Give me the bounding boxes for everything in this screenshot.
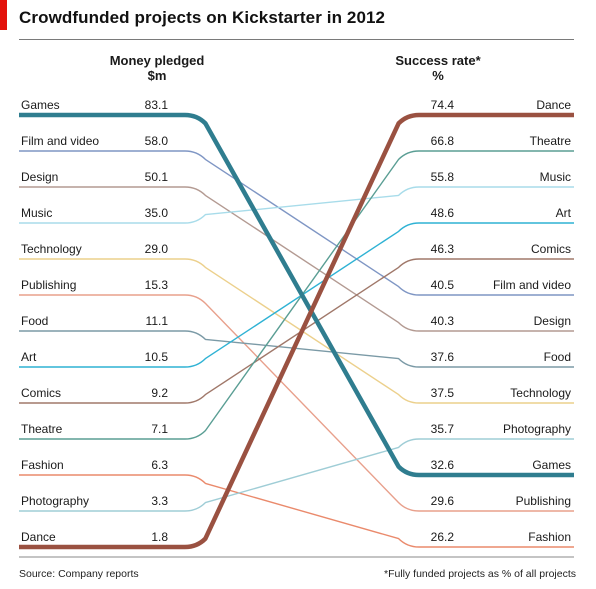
right-label-dance: Dance (536, 98, 571, 112)
right-label-theatre: Theatre (530, 134, 572, 148)
left-label-dance: Dance (21, 530, 56, 544)
right-value-fashion: 26.2 (431, 530, 455, 544)
right-value-technology: 37.5 (431, 386, 455, 400)
source-note: Source: Company reports (19, 568, 139, 580)
left-value-photography: 3.3 (151, 494, 168, 508)
right-value-film-and-video: 40.5 (431, 278, 455, 292)
left-label-technology: Technology (21, 242, 82, 256)
category-labels: Games 83.1 Film and video 58.0 Design 50.1 Mus… (21, 98, 572, 544)
left-value-dance: 1.8 (151, 530, 168, 544)
left-label-games: Games (21, 98, 60, 112)
left-axis-header: Money pledged $m (95, 53, 219, 83)
left-value-design: 50.1 (145, 170, 169, 184)
right-header-line2: % (432, 68, 444, 83)
right-label-film-and-video: Film and video (493, 278, 571, 292)
left-value-food: 11.1 (146, 314, 169, 328)
right-header-line1: Success rate* (395, 53, 481, 68)
left-value-music: 35.0 (145, 206, 169, 220)
left-value-art: 10.5 (145, 350, 169, 364)
left-label-food: Food (21, 314, 48, 328)
right-label-comics: Comics (531, 242, 571, 256)
left-value-fashion: 6.3 (151, 458, 168, 472)
footnote: *Fully funded projects as % of all proje… (383, 568, 576, 580)
left-label-film-and-video: Film and video (21, 134, 99, 148)
right-axis-header: Success rate* % (376, 53, 500, 83)
connector-food (19, 330, 574, 368)
title-rule (19, 39, 574, 40)
right-value-food: 37.6 (431, 350, 455, 364)
chart-title: Crowdfunded projects on Kickstarter in 2… (19, 8, 386, 27)
left-value-theatre: 7.1 (151, 422, 168, 436)
right-value-comics: 46.3 (431, 242, 455, 256)
right-label-photography: Photography (503, 422, 571, 436)
connector-lines (19, 112, 574, 550)
connector-music (19, 186, 574, 224)
left-label-art: Art (21, 350, 37, 364)
left-label-comics: Comics (21, 386, 61, 400)
left-header-line1: Money pledged (109, 53, 205, 68)
connector-publishing (19, 294, 574, 512)
connector-games (19, 112, 574, 478)
connector-dance (19, 112, 574, 550)
right-label-fashion: Fashion (528, 530, 571, 544)
right-label-technology: Technology (510, 386, 571, 400)
connector-film-and-video (19, 150, 574, 296)
right-label-publishing: Publishing (516, 494, 571, 508)
connector-photography (19, 438, 574, 512)
left-value-games: 83.1 (145, 98, 169, 112)
right-value-music: 55.8 (431, 170, 455, 184)
right-label-games: Games (532, 458, 571, 472)
left-header-line2: $m (147, 68, 167, 83)
right-value-art: 48.6 (431, 206, 455, 220)
left-value-technology: 29.0 (145, 242, 169, 256)
left-value-comics: 9.2 (151, 386, 168, 400)
right-label-design: Design (534, 314, 571, 328)
left-label-music: Music (21, 206, 52, 220)
right-value-design: 40.3 (431, 314, 455, 328)
brand-tag (0, 0, 7, 30)
right-value-dance: 74.4 (431, 98, 455, 112)
right-value-theatre: 66.8 (431, 134, 455, 148)
right-label-art: Art (556, 206, 572, 220)
left-value-publishing: 15.3 (145, 278, 169, 292)
left-value-film-and-video: 58.0 (145, 134, 169, 148)
right-value-publishing: 29.6 (431, 494, 455, 508)
connector-design (19, 186, 574, 332)
left-label-fashion: Fashion (21, 458, 64, 472)
left-label-photography: Photography (21, 494, 89, 508)
left-label-publishing: Publishing (21, 278, 76, 292)
right-value-photography: 35.7 (431, 422, 455, 436)
left-label-theatre: Theatre (21, 422, 63, 436)
connector-fashion (19, 474, 574, 548)
right-value-games: 32.6 (431, 458, 455, 472)
right-label-music: Music (540, 170, 571, 184)
right-label-food: Food (544, 350, 571, 364)
left-label-design: Design (21, 170, 58, 184)
